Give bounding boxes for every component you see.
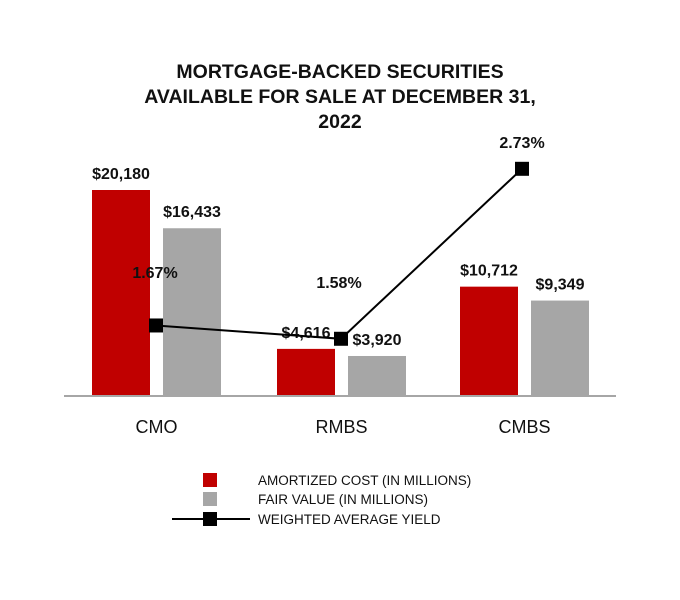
data-label-yield-cmo: 1.67% [132, 265, 177, 282]
legend-swatch-fair-value [203, 492, 217, 506]
data-label-yield-rmbs: 1.58% [316, 275, 361, 292]
yield-marker-rmbs [334, 331, 348, 346]
category-label-cmbs: CMBS [498, 417, 550, 437]
chart-title-line-2: AVAILABLE FOR SALE AT DECEMBER 31, [144, 86, 536, 108]
bar-amortized-cost-cmo [92, 190, 150, 396]
bar-fair-value-cmbs [531, 300, 589, 396]
bar-amortized-cost-cmbs [460, 286, 518, 396]
data-label-yield-cmbs: 2.73% [499, 135, 544, 152]
yield-marker-cmo [149, 318, 163, 333]
legend-marker-yield [203, 512, 217, 526]
data-label-fair-value-cmbs: $9,349 [536, 277, 585, 294]
data-label-amortized-cost-cmbs: $10,712 [460, 263, 518, 280]
chart-title-line-3: 2022 [318, 111, 362, 133]
category-label-rmbs: RMBS [315, 417, 367, 437]
legend-label-amortized-cost: AMORTIZED COST (IN MILLIONS) [258, 473, 471, 488]
data-label-fair-value-rmbs: $3,920 [353, 332, 402, 349]
bar-fair-value-rmbs [348, 355, 406, 396]
legend-label-yield: WEIGHTED AVERAGE YIELD [258, 512, 441, 527]
data-label-amortized-cost-rmbs: $4,616 [282, 325, 331, 342]
category-label-cmo: CMO [136, 417, 178, 437]
bar-amortized-cost-rmbs [277, 348, 335, 396]
legend-label-fair-value: FAIR VALUE (IN MILLIONS) [258, 492, 428, 507]
data-label-amortized-cost-cmo: $20,180 [92, 166, 150, 183]
bar-fair-value-cmo [163, 228, 221, 396]
chart-title-line-1: MORTGAGE-BACKED SECURITIES [176, 61, 504, 83]
yield-marker-cmbs [515, 161, 529, 176]
data-label-fair-value-cmo: $16,433 [163, 204, 221, 221]
legend-swatch-amortized-cost [203, 473, 217, 487]
chart-title: MORTGAGE-BACKED SECURITIES AVAILABLE FOR… [0, 60, 680, 135]
